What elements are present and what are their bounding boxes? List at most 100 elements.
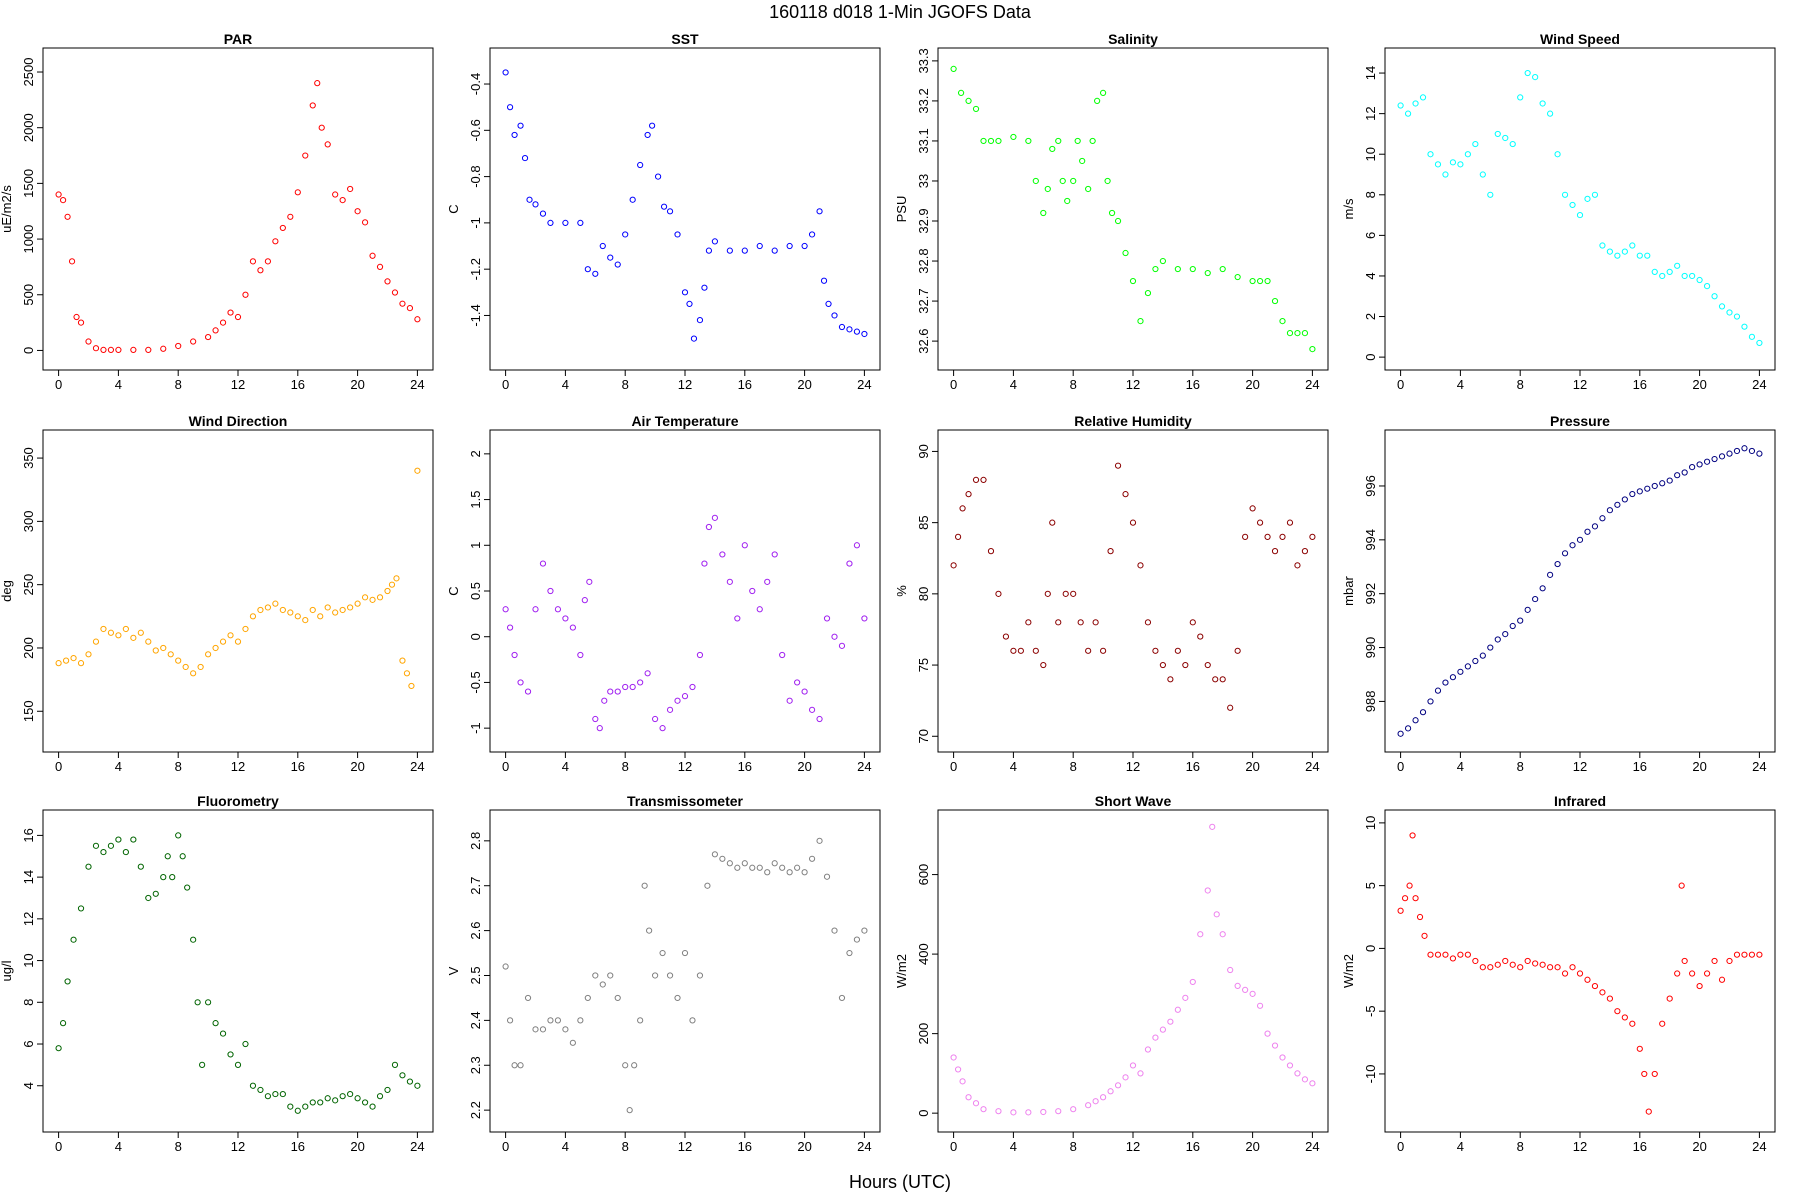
data-point — [1502, 957, 1509, 965]
data-point — [808, 855, 816, 862]
data-point — [764, 578, 771, 585]
data-point — [309, 1099, 316, 1106]
data-point — [1711, 957, 1718, 965]
data-point — [972, 476, 980, 484]
series-sst — [502, 69, 868, 342]
x-tick-label: 4 — [562, 759, 569, 774]
data-point — [1242, 533, 1249, 540]
data-point — [347, 604, 354, 611]
data-point — [586, 578, 593, 585]
data-point — [524, 688, 532, 695]
data-point — [1421, 932, 1428, 939]
data-point — [1044, 590, 1051, 597]
data-point — [339, 196, 346, 204]
data-point — [369, 596, 376, 603]
data-point — [107, 346, 115, 353]
y-tick-label: 200 — [21, 637, 36, 659]
data-point — [674, 231, 681, 238]
data-point — [1674, 970, 1681, 977]
data-point — [212, 1020, 219, 1027]
data-point — [1741, 951, 1748, 958]
panel-pressure: Pressure mbar 0 4 8 12 16 20 24 988 990 992 994 996 — [1341, 413, 1776, 774]
data-point — [318, 124, 325, 131]
data-point — [77, 660, 85, 667]
data-point — [1159, 257, 1167, 265]
data-point — [85, 863, 92, 870]
data-point — [696, 972, 704, 979]
y-tick-label: -0.8 — [468, 165, 483, 187]
data-point — [1711, 455, 1718, 463]
x-tick-label: 24 — [1752, 1139, 1766, 1154]
data-point — [1472, 657, 1479, 665]
data-point — [130, 836, 137, 843]
data-point — [1733, 313, 1741, 320]
data-point — [1406, 882, 1413, 889]
data-point — [339, 1093, 346, 1100]
y-tick-label: 2.6 — [468, 922, 483, 940]
data-point — [1070, 590, 1077, 597]
data-point — [1055, 619, 1062, 626]
y-tick-label: 0 — [1363, 945, 1378, 952]
x-tick-label: 4 — [1457, 759, 1464, 774]
data-point — [954, 1066, 962, 1073]
data-point — [1137, 1070, 1144, 1077]
panel-title: Pressure — [1550, 413, 1610, 429]
data-point — [347, 185, 354, 193]
data-point — [1584, 976, 1591, 983]
data-point — [1718, 453, 1726, 460]
data-point — [1442, 951, 1449, 958]
data-point — [73, 313, 80, 321]
data-point — [1122, 249, 1129, 257]
x-tick-label: 12 — [1126, 759, 1140, 774]
y-tick-label: 0 — [916, 1110, 931, 1117]
data-point — [227, 632, 234, 639]
data-point — [1032, 177, 1039, 185]
x-tick-label: 20 — [797, 1139, 811, 1154]
data-point — [1294, 330, 1301, 337]
y-tick-label: 200 — [916, 1023, 931, 1045]
data-point — [995, 137, 1002, 145]
panel-title: PAR — [224, 31, 253, 47]
data-point — [1457, 951, 1464, 958]
data-point — [249, 613, 257, 620]
x-tick-label: 4 — [1010, 759, 1017, 774]
data-point — [1064, 197, 1071, 205]
x-tick-label: 16 — [738, 759, 752, 774]
data-point — [547, 587, 554, 595]
data-point — [160, 874, 167, 881]
data-point — [786, 869, 793, 876]
data-point — [562, 219, 569, 226]
x-tick-label: 20 — [350, 1139, 364, 1154]
data-point — [414, 467, 421, 474]
data-point — [234, 313, 242, 321]
y-tick-label: 4 — [21, 1082, 36, 1089]
data-point — [249, 258, 257, 265]
data-point — [1629, 490, 1636, 498]
data-point — [1756, 339, 1763, 347]
data-point — [272, 1090, 279, 1098]
data-point — [1696, 461, 1703, 468]
data-point — [831, 633, 838, 640]
data-point — [324, 1095, 331, 1102]
data-point — [1703, 458, 1711, 465]
data-point — [64, 213, 71, 220]
y-tick-label: 990 — [1363, 637, 1378, 659]
data-point — [1696, 982, 1703, 990]
data-point — [347, 1090, 354, 1098]
data-point — [1726, 957, 1733, 965]
data-point — [1599, 989, 1606, 996]
data-point — [1479, 171, 1486, 178]
data-point — [1547, 571, 1554, 578]
x-tick-label: 16 — [1186, 759, 1200, 774]
data-point — [686, 300, 693, 307]
x-tick-label: 0 — [1397, 1139, 1404, 1154]
data-point — [1569, 542, 1576, 549]
data-point — [62, 657, 70, 664]
data-point — [1614, 252, 1621, 259]
data-point — [577, 1017, 584, 1024]
data-point — [1659, 480, 1666, 487]
x-tick-label: 0 — [1397, 759, 1404, 774]
y-tick-label: -1.2 — [468, 258, 483, 280]
panel-air-temperature: Air Temperature C 0 4 8 12 16 20 24 -1 -0.5 0 0.5 1 1.… — [446, 413, 881, 774]
data-point — [1213, 911, 1220, 918]
